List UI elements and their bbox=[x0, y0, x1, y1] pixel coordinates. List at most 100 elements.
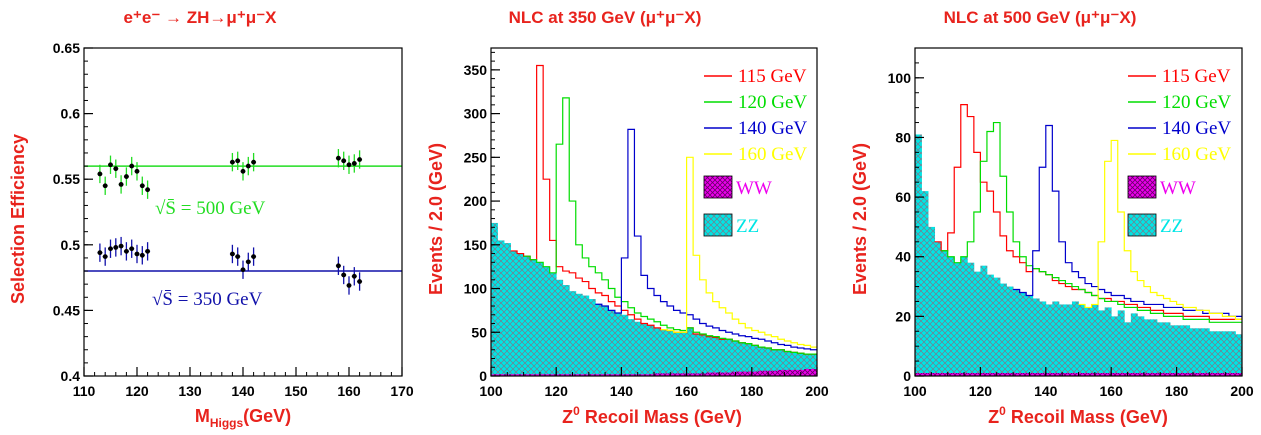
ww-bar bbox=[1071, 373, 1079, 376]
zz-bar bbox=[1124, 322, 1132, 376]
data-point bbox=[341, 272, 347, 278]
ww-bar bbox=[784, 369, 792, 376]
data-point bbox=[102, 183, 108, 189]
ww-bar bbox=[1176, 373, 1184, 376]
recoil-350-ytick-label: 50 bbox=[471, 324, 487, 340]
zz-bar bbox=[562, 285, 570, 376]
ww-bar bbox=[693, 373, 701, 376]
ww-bar bbox=[947, 373, 955, 376]
zz-bar bbox=[673, 332, 681, 376]
zz-bar bbox=[1091, 304, 1099, 376]
legend-label: 120 GeV bbox=[738, 92, 807, 113]
data-point bbox=[230, 251, 235, 257]
zz-bar bbox=[1143, 319, 1151, 376]
data-point bbox=[129, 163, 135, 169]
data-point bbox=[102, 254, 108, 260]
efficiency-xtick-label: 170 bbox=[390, 383, 414, 399]
data-point bbox=[251, 254, 256, 260]
zz-bar bbox=[627, 319, 635, 376]
zz-bar bbox=[934, 241, 942, 376]
data-point bbox=[341, 158, 347, 164]
recoil-500-ytick-label: 80 bbox=[895, 129, 911, 145]
zz-bar bbox=[543, 266, 551, 376]
ww-bar bbox=[1117, 373, 1125, 376]
zz-bar bbox=[536, 262, 544, 376]
ww-bar bbox=[654, 373, 661, 376]
recoil-350-ytick-label: 0 bbox=[479, 368, 487, 384]
zz-bar bbox=[947, 256, 955, 376]
zz-bar bbox=[1176, 325, 1184, 376]
legend-swatch-zz bbox=[1127, 213, 1157, 237]
ww-bar bbox=[1163, 373, 1171, 376]
hist-line-160-gev bbox=[660, 156, 817, 348]
ww-bar bbox=[1013, 373, 1021, 376]
zz-bar bbox=[973, 271, 981, 376]
efficiency-xtick-label: 120 bbox=[125, 383, 149, 399]
data-point bbox=[139, 252, 145, 258]
ww-bar bbox=[1235, 373, 1243, 376]
ww-bar bbox=[745, 371, 753, 376]
ww-bar bbox=[1228, 373, 1236, 376]
ww-bar bbox=[777, 369, 785, 376]
recoil-350-xtick-label: 160 bbox=[675, 383, 699, 399]
zz-bar bbox=[986, 274, 994, 376]
zz-bar bbox=[647, 325, 655, 376]
data-point bbox=[336, 155, 341, 161]
recoil-500-xtick-label: 180 bbox=[1165, 383, 1189, 399]
legend-label: 140 GeV bbox=[1162, 118, 1231, 139]
zz-bar bbox=[764, 348, 772, 376]
zz-bar bbox=[1215, 331, 1223, 376]
recoil-350-ytick-label: 150 bbox=[464, 237, 488, 253]
zz-bar bbox=[797, 353, 805, 376]
data-point bbox=[145, 248, 151, 254]
recoil-350-ytick-label: 250 bbox=[464, 149, 488, 165]
ww-bar bbox=[771, 370, 779, 376]
zz-bar bbox=[738, 342, 746, 376]
zz-bar bbox=[921, 191, 929, 376]
zz-bar bbox=[1209, 331, 1217, 376]
ww-bar bbox=[588, 374, 596, 376]
data-point bbox=[124, 174, 129, 179]
data-point bbox=[251, 159, 256, 165]
recoil-350-xtick-label: 180 bbox=[740, 383, 764, 399]
recoil-500-ytick-label: 100 bbox=[888, 70, 912, 86]
recoil-350-xtick-label: 100 bbox=[479, 383, 503, 399]
zz-bar bbox=[712, 337, 720, 376]
legend-swatch-zz bbox=[703, 213, 733, 237]
data-point bbox=[351, 273, 357, 279]
zz-bar bbox=[928, 226, 936, 376]
data-point bbox=[113, 166, 119, 172]
ww-bar bbox=[647, 374, 655, 376]
efficiency-ytick-label: 0.65 bbox=[53, 40, 80, 56]
recoil-350-panel: NLC at 350 GeV (μ⁺μ⁻X) Events / 2.0 (GeV… bbox=[426, 8, 829, 427]
ww-bar bbox=[582, 374, 590, 376]
ww-bar bbox=[1032, 373, 1040, 376]
data-point bbox=[118, 182, 124, 187]
ww-bar bbox=[608, 374, 616, 376]
data-point bbox=[235, 254, 241, 260]
zz-bar bbox=[1117, 310, 1125, 376]
hist-line-120-gev bbox=[523, 97, 817, 355]
label-350-gev: √S̄ = 350 GeV bbox=[152, 289, 263, 310]
zz-bar bbox=[654, 327, 661, 376]
ww-bar bbox=[751, 371, 759, 376]
ww-bar bbox=[1111, 373, 1119, 376]
zz-bar bbox=[588, 299, 596, 376]
zz-bar bbox=[751, 345, 759, 376]
legend-label-zz: ZZ bbox=[1160, 216, 1183, 237]
ww-bar bbox=[1045, 373, 1053, 376]
ww-bar bbox=[1170, 373, 1177, 376]
data-point bbox=[235, 158, 241, 164]
zz-bar bbox=[1045, 304, 1053, 376]
ww-bar bbox=[673, 373, 681, 376]
zz-bar bbox=[621, 314, 629, 376]
hist-line-140-gev bbox=[1013, 124, 1242, 317]
data-point bbox=[245, 163, 251, 169]
ww-bar bbox=[1143, 373, 1151, 376]
zz-bar bbox=[706, 336, 714, 376]
recoil-350-ytick-label: 300 bbox=[464, 106, 488, 122]
zz-bar bbox=[1222, 331, 1230, 376]
hist-line-160-gev bbox=[1078, 139, 1242, 320]
recoil-500-xlabel: Z0 Recoil Mass (GeV) bbox=[988, 404, 1168, 427]
zz-bar bbox=[967, 262, 975, 376]
